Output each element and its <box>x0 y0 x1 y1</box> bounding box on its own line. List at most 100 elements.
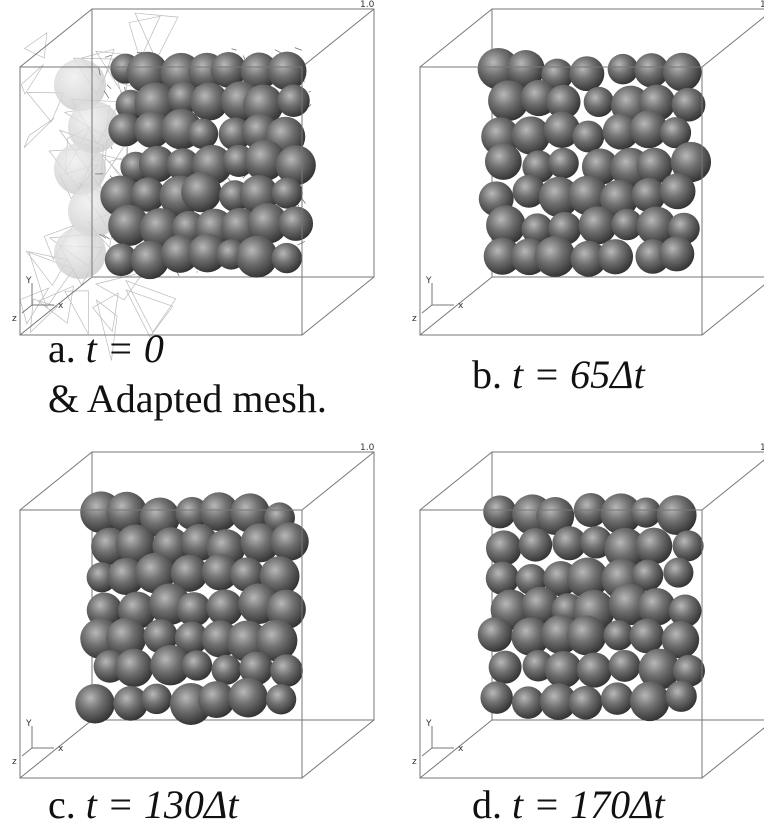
mesh-line <box>232 49 237 50</box>
sphere <box>577 652 612 687</box>
cube-edge <box>702 277 764 335</box>
sphere <box>630 682 670 722</box>
mesh-line <box>295 48 302 51</box>
panel-c: 1.0 Yx z <box>12 443 375 778</box>
sphere <box>211 655 241 685</box>
mesh-line <box>24 118 54 147</box>
mesh-line <box>275 50 282 54</box>
sphere <box>579 206 617 244</box>
axis-x: x <box>58 744 64 754</box>
sphere <box>631 497 661 527</box>
cube-edge <box>702 452 764 510</box>
mesh-line <box>96 272 144 300</box>
axis-triad <box>422 283 454 313</box>
sphere <box>519 528 553 562</box>
mesh-line <box>298 241 305 245</box>
cube-edge <box>302 9 374 67</box>
axis-x: x <box>458 301 464 311</box>
caption-c: c. t = 130Δt <box>48 782 239 827</box>
cube-edge <box>20 452 92 510</box>
axis-z: z <box>12 757 17 767</box>
sphere <box>673 530 704 561</box>
sphere <box>188 119 218 149</box>
sphere <box>630 619 665 654</box>
sphere <box>569 686 603 720</box>
mesh-line <box>197 272 198 273</box>
sphere <box>572 121 604 153</box>
axis-y: Y <box>25 276 32 286</box>
sphere <box>141 684 172 715</box>
panel-b: 1.0 Yx z <box>412 0 764 335</box>
sphere <box>181 172 221 212</box>
mesh-line <box>309 91 311 92</box>
sphere <box>512 686 544 718</box>
axis-x: x <box>458 744 464 754</box>
sphere <box>659 236 694 271</box>
sphere <box>206 589 242 625</box>
sphere <box>485 143 522 180</box>
cube-edge <box>702 720 764 778</box>
sphere <box>512 116 550 154</box>
sphere <box>603 620 633 650</box>
cube-edge <box>302 452 374 510</box>
mesh-line <box>107 85 111 89</box>
sphere <box>584 87 614 117</box>
sphere <box>660 173 696 209</box>
axis-x: x <box>58 301 64 311</box>
axis-z: z <box>12 314 17 324</box>
sphere <box>270 654 303 687</box>
caption-a: a. t = 0 <box>48 326 164 371</box>
sphere <box>489 651 522 684</box>
caption-b: b. t = 65Δt <box>472 352 646 397</box>
sphere <box>548 148 579 179</box>
sphere <box>663 558 693 588</box>
sphere <box>279 206 313 240</box>
sphere <box>272 243 302 273</box>
sphere <box>75 684 115 724</box>
axis-y: Y <box>425 719 432 729</box>
axis-y: Y <box>25 719 32 729</box>
sphere <box>277 84 309 116</box>
sphere <box>182 650 212 680</box>
corner-label: 1.0 <box>760 0 764 10</box>
ghost-sphere <box>54 227 106 279</box>
axis-z: z <box>412 314 417 324</box>
caption-a-note: & Adapted mesh. <box>48 376 327 421</box>
panel-a: 1.0 Yx z <box>12 0 375 360</box>
axis-triad <box>22 726 54 756</box>
sphere <box>535 236 576 277</box>
axis-triad <box>422 726 454 756</box>
sphere <box>608 54 638 84</box>
sphere <box>567 616 607 656</box>
panel-d: 1.0 Yx z <box>412 443 764 778</box>
cube-edge <box>702 9 764 67</box>
sphere <box>545 651 582 688</box>
sphere <box>609 650 641 682</box>
mesh-line <box>21 65 43 95</box>
mesh-line <box>111 147 112 149</box>
sphere <box>115 649 153 687</box>
corner-label: 1.0 <box>360 0 375 10</box>
sphere <box>478 617 513 652</box>
corner-label: 1.0 <box>360 443 375 453</box>
sphere <box>636 528 673 565</box>
sphere <box>486 530 522 566</box>
sphere <box>665 681 696 712</box>
sphere <box>480 681 512 713</box>
sphere <box>483 495 516 528</box>
sphere <box>672 88 706 122</box>
axis-y: Y <box>425 276 432 286</box>
mesh-line <box>126 281 176 333</box>
cube-edge <box>302 720 374 778</box>
axis-z: z <box>412 757 417 767</box>
caption-d: d. t = 170Δt <box>472 782 666 827</box>
sphere <box>266 684 296 714</box>
sphere <box>598 239 633 274</box>
sphere <box>236 236 278 278</box>
corner-label: 1.0 <box>760 443 764 453</box>
sphere <box>663 53 702 92</box>
sphere <box>270 522 308 560</box>
sphere <box>657 495 697 535</box>
mesh-line <box>104 91 109 99</box>
mesh-line <box>105 55 112 57</box>
